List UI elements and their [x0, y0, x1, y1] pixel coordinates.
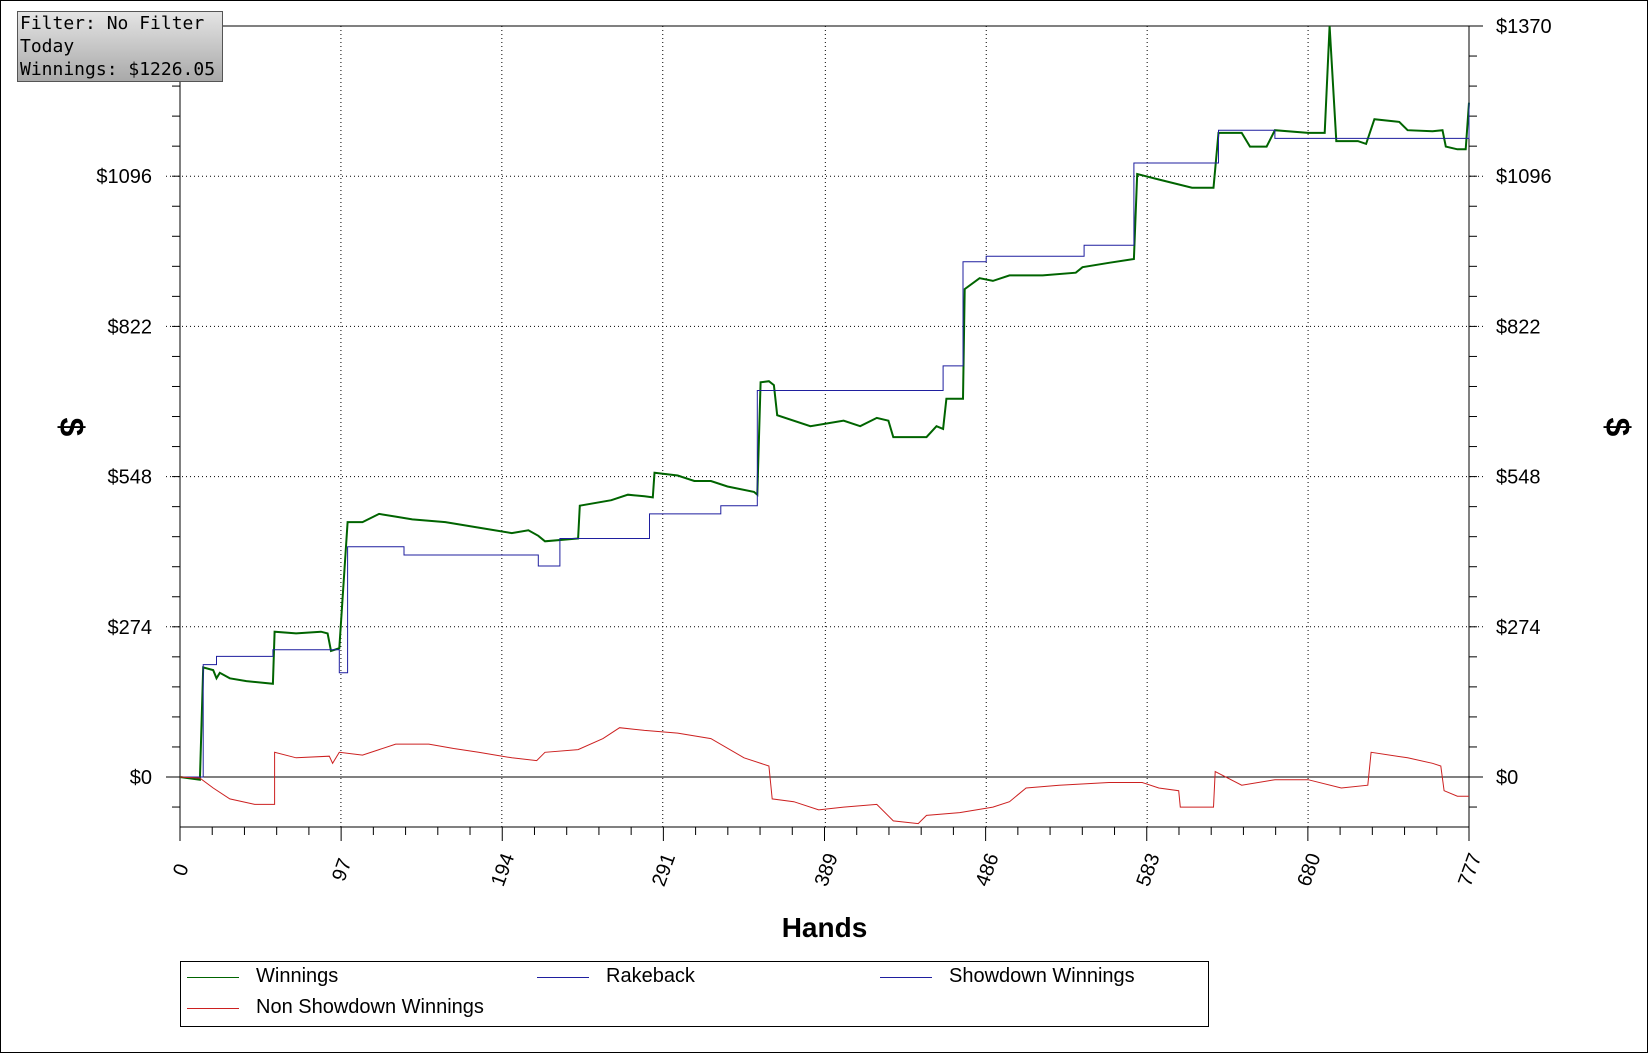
- period-label: Today: [20, 36, 75, 57]
- legend-label-winnings: Winnings: [256, 965, 339, 987]
- y-tick-label-right: $548: [1496, 467, 1541, 489]
- x-tick-label: 680: [1293, 851, 1325, 890]
- x-tick-label: 389: [811, 851, 843, 890]
- y-tick-label-left: $1096: [96, 166, 152, 188]
- y-axis-title-right: $: [1598, 418, 1636, 437]
- legend-swatch-non-showdown: [187, 1008, 239, 1009]
- legend-label-non-showdown: Non Showdown Winnings: [256, 996, 484, 1018]
- x-tick-label: 0: [169, 861, 193, 879]
- series-non-showdown: [179, 727, 1469, 825]
- legend-label-showdown: Showdown Winnings: [949, 965, 1135, 987]
- legend: Winnings Rakeback Showdown Winnings Non …: [180, 961, 1209, 1027]
- winnings-total: Winnings: $1226.05: [20, 59, 216, 80]
- y-tick-label-right: $0: [1496, 767, 1518, 789]
- x-tick-label: 486: [972, 851, 1004, 890]
- legend-swatch-winnings: [187, 977, 239, 978]
- series-winnings: [179, 25, 1470, 781]
- x-tick-label: 777: [1454, 851, 1486, 890]
- x-tick-label: 291: [648, 851, 680, 890]
- series-rakeback: [180, 102, 1470, 778]
- x-axis-title: Hands: [782, 912, 868, 943]
- y-tick-label-right: $274: [1496, 617, 1541, 639]
- y-tick-label-right: $1096: [1496, 166, 1552, 188]
- legend-label-rakeback: Rakeback: [606, 965, 695, 987]
- filter-label: Filter: No Filter: [20, 13, 205, 34]
- x-tick-label: 97: [328, 856, 356, 884]
- filter-info-box: Filter: No Filter Today Winnings: $1226.…: [17, 11, 223, 82]
- y-axis-title-left: $: [52, 418, 90, 437]
- x-tick-label: 583: [1132, 851, 1164, 890]
- x-tick-label: 194: [487, 851, 519, 890]
- y-tick-label-left: $0: [130, 767, 152, 789]
- legend-swatch-showdown: [880, 977, 932, 978]
- y-tick-label-right: $822: [1496, 316, 1541, 338]
- y-tick-label-left: $822: [108, 316, 153, 338]
- y-tick-label-left: $274: [108, 617, 153, 639]
- plot-border: [179, 25, 1470, 828]
- legend-swatch-rakeback: [537, 977, 589, 978]
- y-tick-label-right: $1370: [1496, 16, 1552, 38]
- y-tick-label-left: $548: [108, 467, 153, 489]
